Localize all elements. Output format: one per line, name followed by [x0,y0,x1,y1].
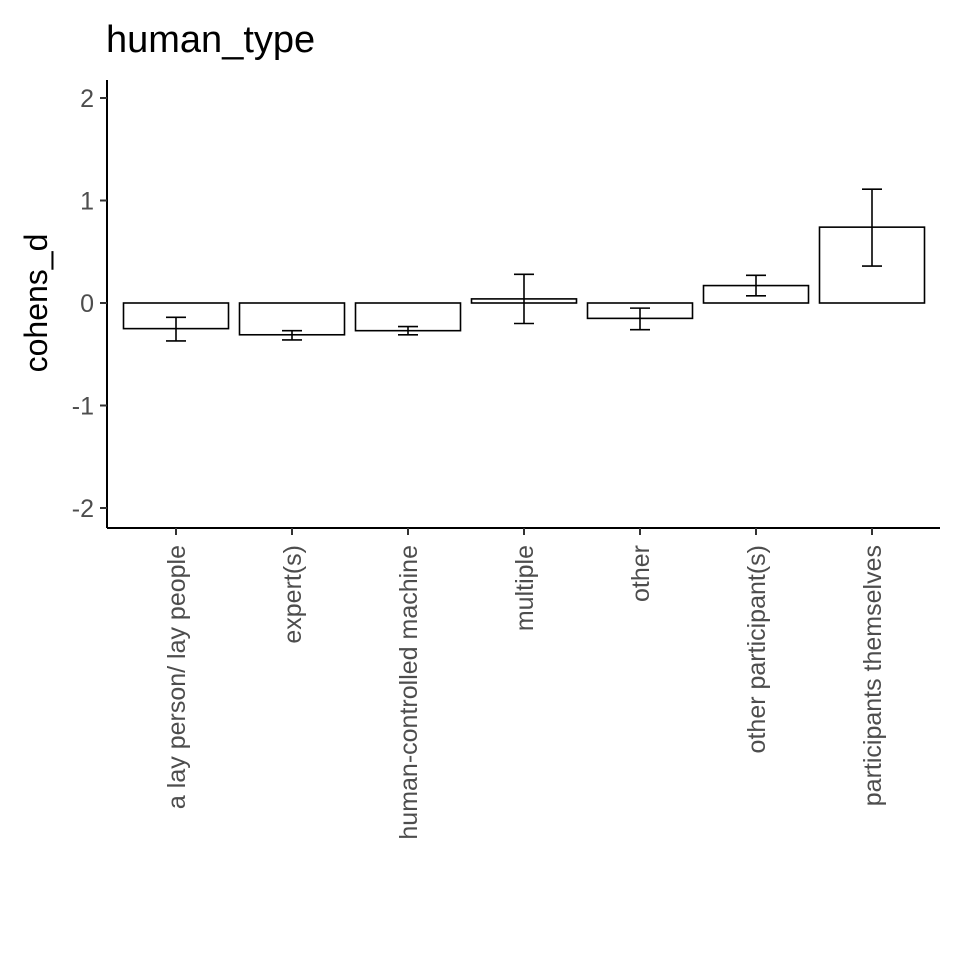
y-ticks: -2 -1 0 1 2 [72,85,107,523]
bar [238,302,346,336]
x-tick-label: a lay person/ lay people [163,545,191,809]
x-ticks: a lay person/ lay people expert(s) human-c… [163,528,887,840]
y-axis-label: cohens_d [18,234,54,373]
x-tick-label: expert(s) [279,545,307,644]
x-tick-label: multiple [511,545,539,631]
x-tick-label: participants themselves [859,545,887,806]
y-tick-label: 1 [80,188,94,216]
x-tick-label: other [627,545,655,602]
y-tick-label: 2 [80,85,94,113]
x-tick-label: human-controlled machine [395,545,423,840]
error-bars-layer [166,188,882,342]
y-tick-label: -2 [72,495,94,523]
chart-title: human_type [106,19,315,61]
y-tick-label: 0 [80,290,94,318]
y-tick-label: -1 [72,393,94,421]
x-tick-label: other participant(s) [743,545,771,753]
